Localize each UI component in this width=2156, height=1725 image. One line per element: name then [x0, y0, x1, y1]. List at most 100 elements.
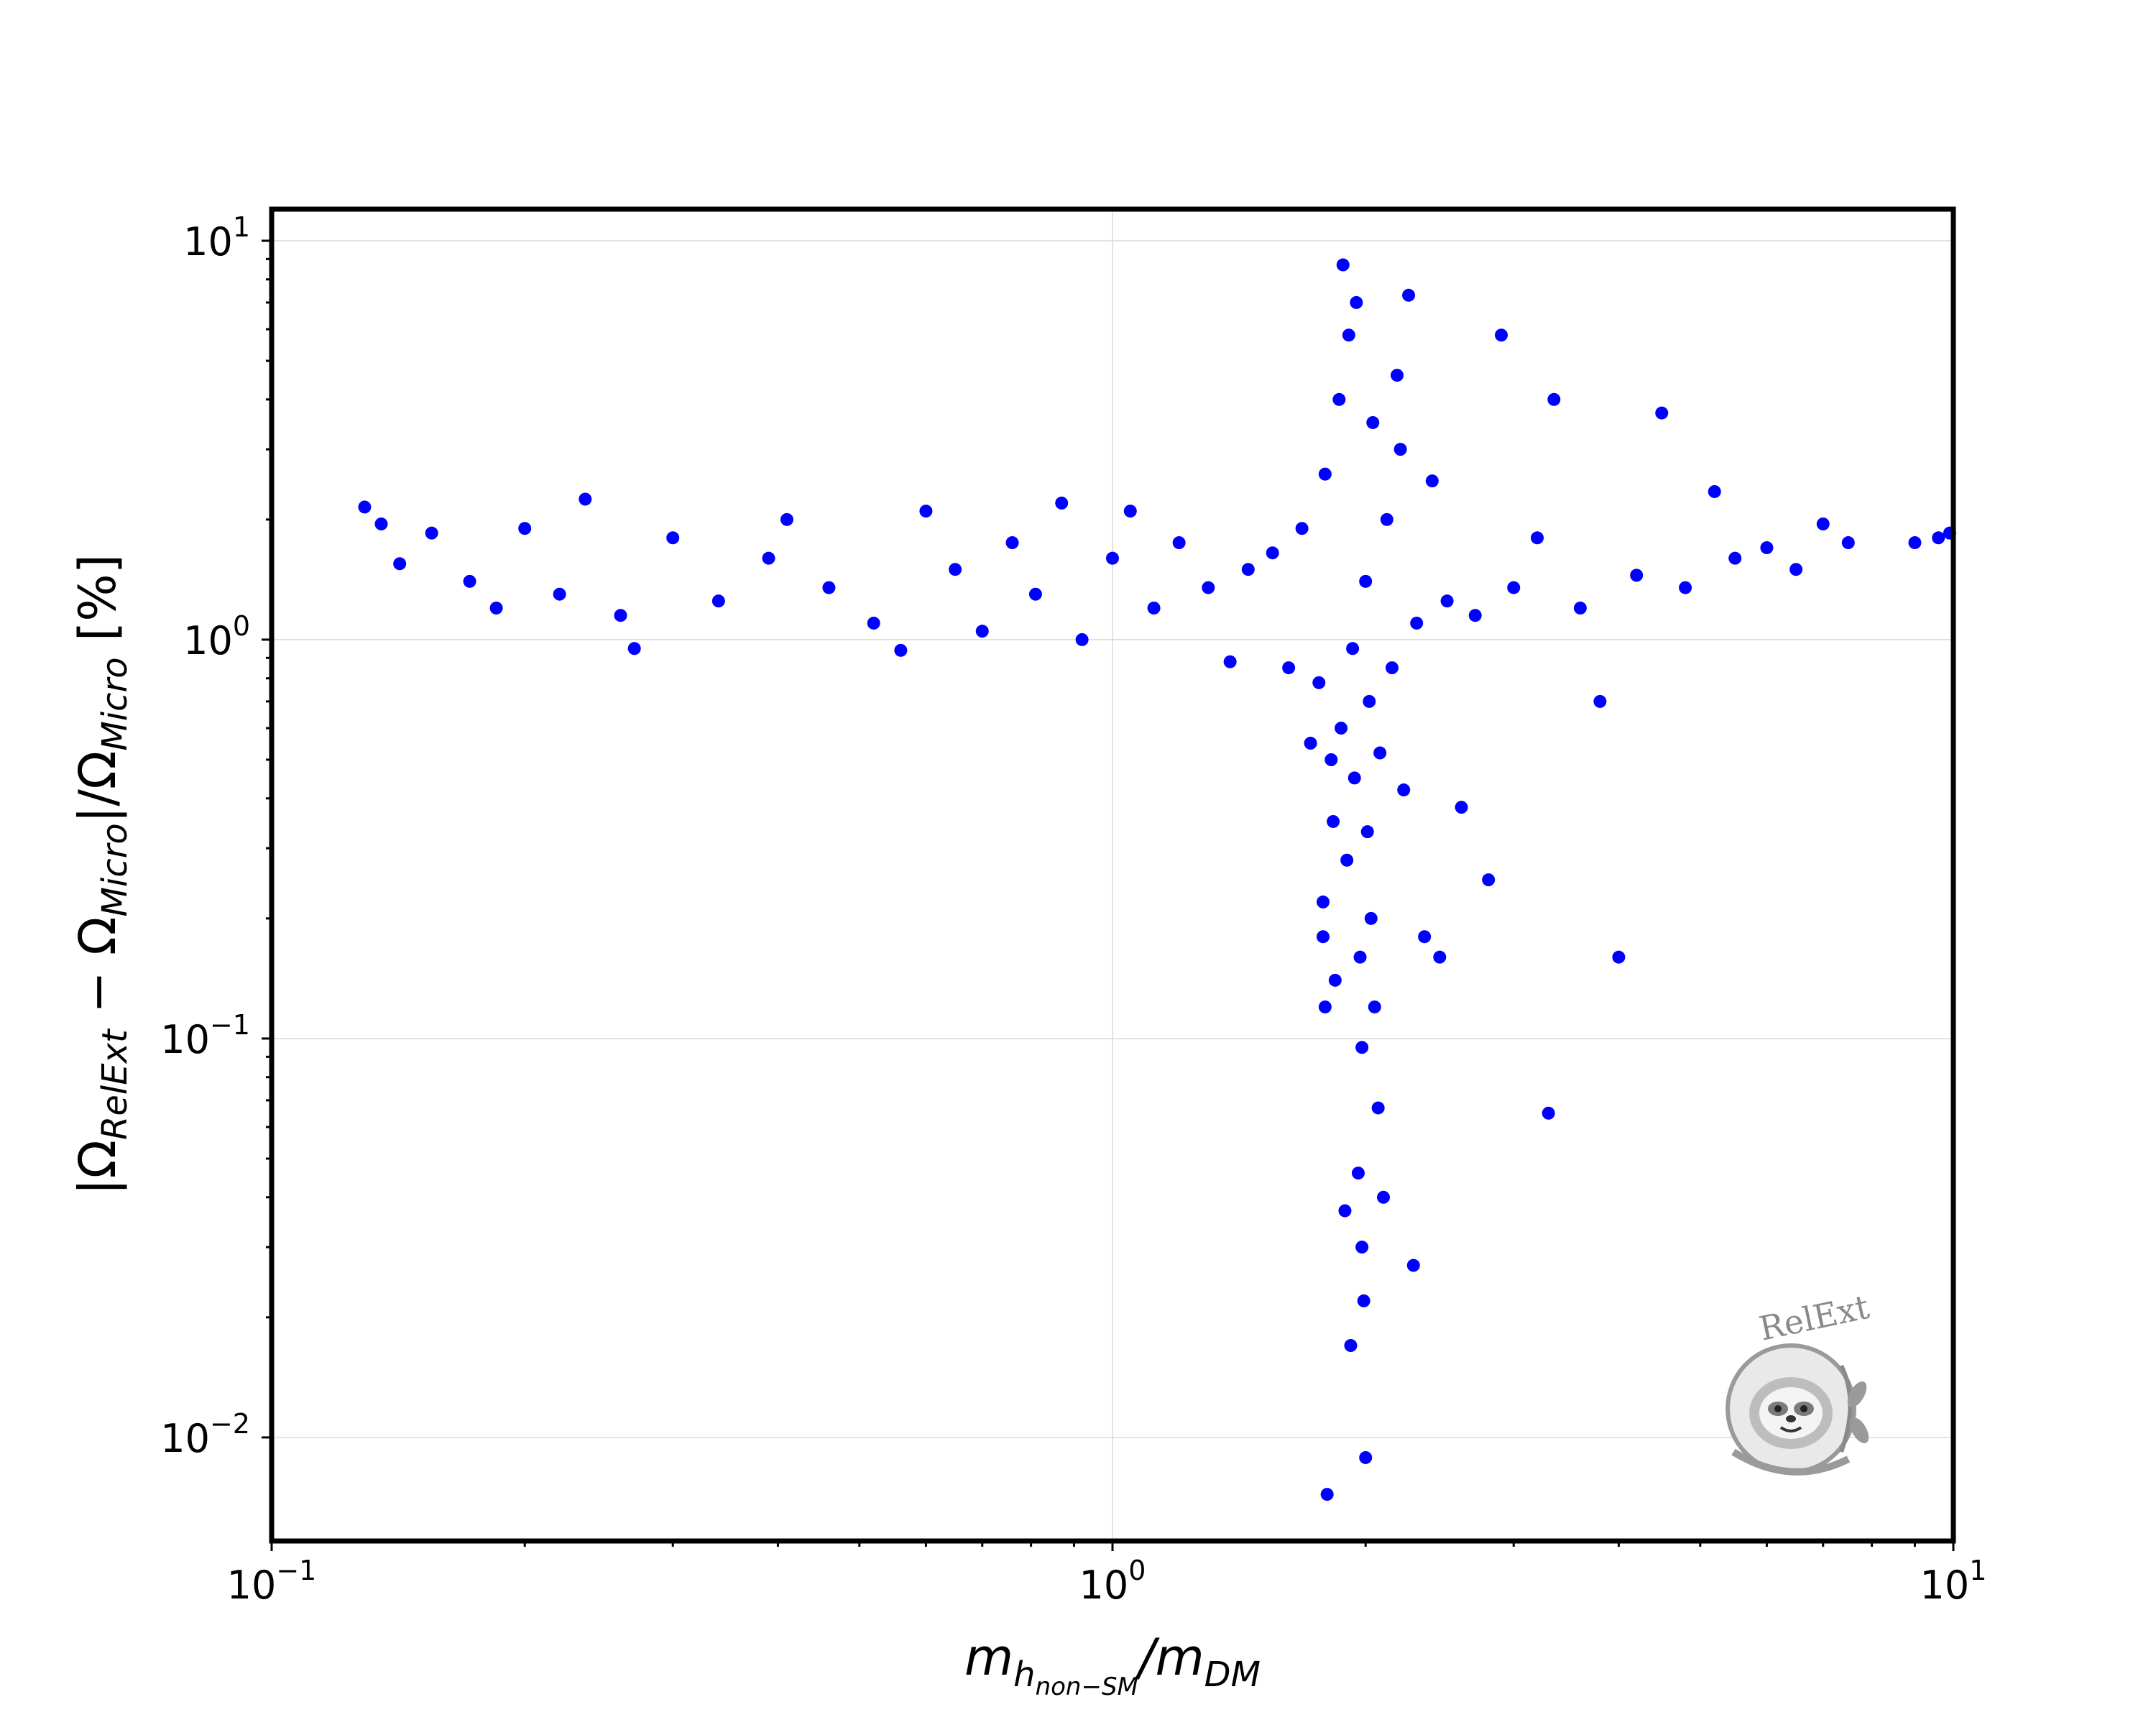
data-point — [1312, 676, 1326, 689]
data-point — [780, 512, 793, 526]
data-point — [393, 557, 407, 571]
data-point — [919, 505, 933, 518]
data-point — [1397, 783, 1411, 797]
y-tick-label: 10−1 — [160, 1009, 250, 1062]
data-point — [1593, 694, 1607, 708]
data-point — [579, 492, 592, 506]
data-point — [1147, 601, 1161, 615]
data-point — [1005, 536, 1019, 550]
data-point — [1390, 369, 1404, 382]
logo-text: RelExt — [1756, 1287, 1873, 1348]
data-point — [1353, 950, 1367, 964]
data-point — [1202, 581, 1215, 594]
data-point — [1425, 474, 1439, 488]
data-point — [1055, 496, 1069, 510]
data-point — [1336, 258, 1350, 272]
data-point — [1364, 911, 1378, 925]
data-point — [1402, 288, 1416, 302]
data-point — [894, 643, 908, 657]
y-axis-label: |ΩRelExt − ΩMicro|/ΩMicro [%] — [68, 554, 135, 1195]
grid — [272, 209, 1953, 1541]
data-point — [1348, 771, 1361, 785]
data-point — [1327, 814, 1340, 828]
data-point — [711, 594, 725, 608]
data-point — [1908, 536, 1922, 550]
data-point — [1318, 467, 1332, 481]
data-point — [1320, 1488, 1334, 1501]
data-point — [1679, 581, 1692, 594]
data-point — [1028, 587, 1042, 601]
data-point — [358, 500, 372, 514]
data-point — [1282, 661, 1296, 675]
data-point — [1350, 295, 1363, 309]
data-point — [1359, 574, 1373, 588]
data-point — [627, 642, 641, 656]
scatter-points — [358, 258, 1956, 1501]
data-point — [1393, 443, 1407, 456]
data-point — [1338, 1204, 1352, 1218]
y-tick-label: 100 — [183, 610, 250, 663]
data-point — [1332, 392, 1346, 406]
data-point — [1573, 601, 1587, 615]
data-point — [762, 551, 775, 565]
x-tick-label: 100 — [1079, 1555, 1146, 1608]
data-point — [949, 563, 962, 576]
y-tick-label: 101 — [183, 211, 250, 264]
data-point — [666, 531, 680, 545]
data-point — [1630, 569, 1644, 582]
data-point — [1342, 328, 1355, 342]
data-point — [1368, 1000, 1381, 1013]
data-point — [1106, 551, 1119, 565]
data-point — [1468, 609, 1482, 622]
data-point — [1760, 541, 1774, 555]
data-point — [1316, 895, 1330, 908]
data-point — [1542, 1106, 1555, 1120]
data-point — [1376, 1190, 1390, 1204]
data-point — [1266, 546, 1279, 560]
data-point — [1340, 853, 1354, 867]
data-point — [867, 616, 880, 630]
data-point — [1241, 563, 1255, 576]
data-point — [1728, 551, 1742, 565]
data-point — [1355, 1241, 1369, 1254]
data-point — [1932, 531, 1945, 545]
data-point — [1482, 873, 1496, 887]
data-point — [975, 625, 989, 638]
data-point — [1385, 661, 1399, 675]
data-point — [1318, 1000, 1332, 1013]
data-point — [553, 587, 566, 601]
data-point — [1351, 1167, 1365, 1180]
data-point — [1355, 1041, 1369, 1054]
data-point — [614, 609, 627, 622]
data-point — [1366, 415, 1380, 429]
data-point — [1507, 581, 1521, 594]
data-point — [1789, 563, 1803, 576]
data-point — [1335, 722, 1348, 735]
x-tick-label: 101 — [1920, 1555, 1987, 1608]
data-point — [1531, 531, 1544, 545]
data-point — [1380, 512, 1393, 526]
data-point — [1363, 694, 1376, 708]
data-point — [1418, 930, 1432, 944]
data-point — [1612, 950, 1626, 964]
data-point — [1816, 517, 1830, 530]
x-tick-label: 10−1 — [227, 1555, 317, 1608]
data-point — [1075, 632, 1089, 646]
data-point — [1346, 642, 1360, 656]
data-point — [1410, 616, 1424, 630]
data-point — [1433, 950, 1447, 964]
data-point — [1328, 973, 1342, 987]
data-point — [374, 517, 388, 530]
data-point — [1495, 328, 1508, 342]
data-point — [1371, 1101, 1385, 1115]
data-point — [463, 574, 476, 588]
data-point — [1455, 801, 1468, 814]
y-tick-label: 10−2 — [160, 1408, 250, 1461]
data-point — [1357, 1294, 1370, 1307]
data-point — [1295, 522, 1309, 535]
data-point — [822, 581, 836, 594]
data-point — [1304, 737, 1317, 750]
data-point — [1359, 1450, 1373, 1464]
data-point — [518, 522, 532, 535]
